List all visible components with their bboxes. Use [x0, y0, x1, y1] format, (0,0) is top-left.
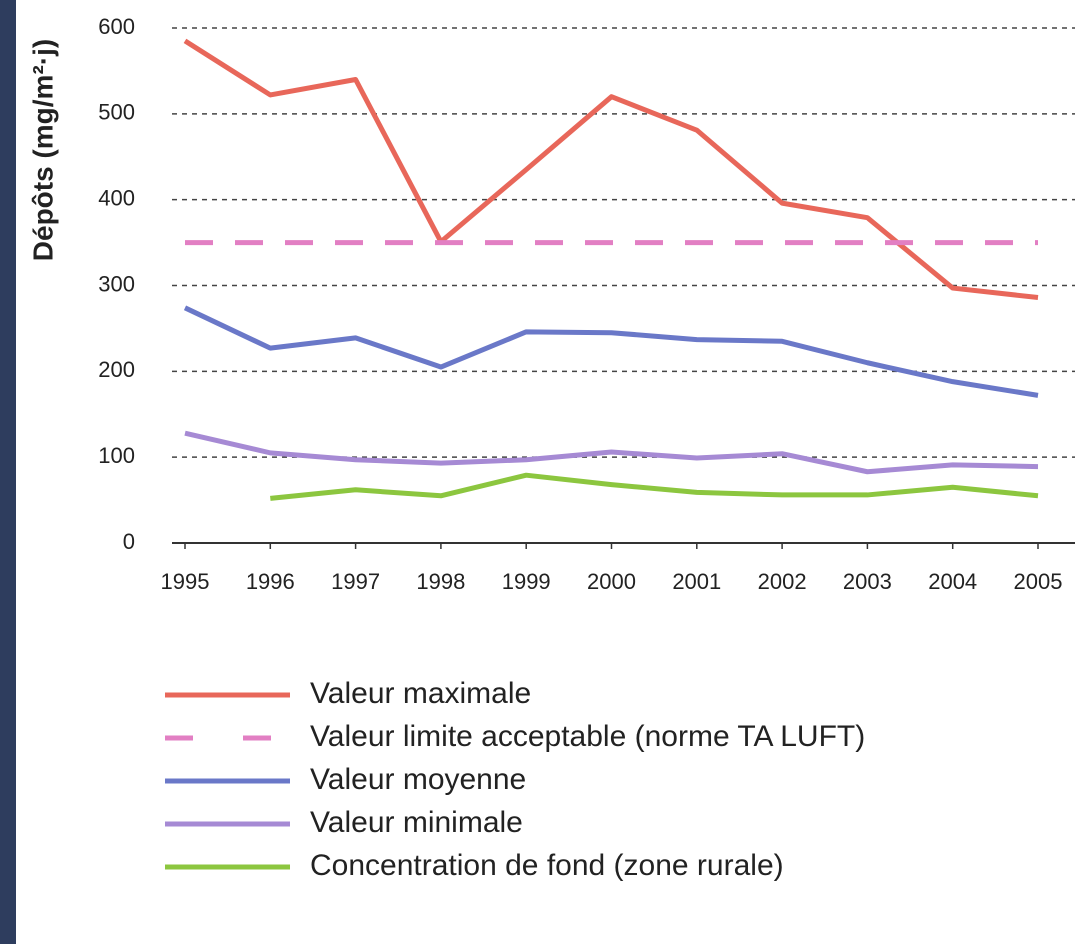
x-tick-label: 2004: [928, 569, 977, 594]
x-tick-label: 2003: [843, 569, 892, 594]
x-tick-label: 1996: [246, 569, 295, 594]
x-tick-label: 2005: [1014, 569, 1063, 594]
y-tick-label: 100: [98, 443, 135, 468]
slide-edge: [0, 0, 16, 944]
y-tick-label: 200: [98, 357, 135, 382]
series-line: [183, 38, 1039, 301]
legend-label: Valeur minimale: [310, 806, 523, 839]
legend-label: Valeur moyenne: [310, 763, 526, 796]
y-tick-label: 300: [98, 271, 135, 296]
legend-label: Concentration de fond (zone rurale): [310, 849, 784, 882]
series-line: [183, 305, 1039, 398]
series-line: [270, 472, 1039, 501]
x-tick-label: 2000: [587, 569, 636, 594]
x-tick-label: 1997: [331, 569, 380, 594]
y-tick-label: 400: [98, 185, 135, 210]
y-tick-label: 500: [98, 100, 135, 125]
x-tick-label: 1995: [161, 569, 210, 594]
x-tick-label: 2002: [758, 569, 807, 594]
legend-label: Valeur maximale: [310, 677, 531, 710]
y-tick-label: 600: [98, 14, 135, 39]
series-line: [184, 430, 1039, 475]
y-axis-label: Dépôts (mg/m²·j): [27, 39, 58, 261]
legend-label: Valeur limite acceptable (norme TA LUFT): [310, 720, 865, 753]
y-tick-label: 0: [123, 529, 135, 554]
x-tick-label: 1999: [502, 569, 551, 594]
x-tick-label: 1998: [416, 569, 465, 594]
x-tick-label: 2001: [672, 569, 721, 594]
